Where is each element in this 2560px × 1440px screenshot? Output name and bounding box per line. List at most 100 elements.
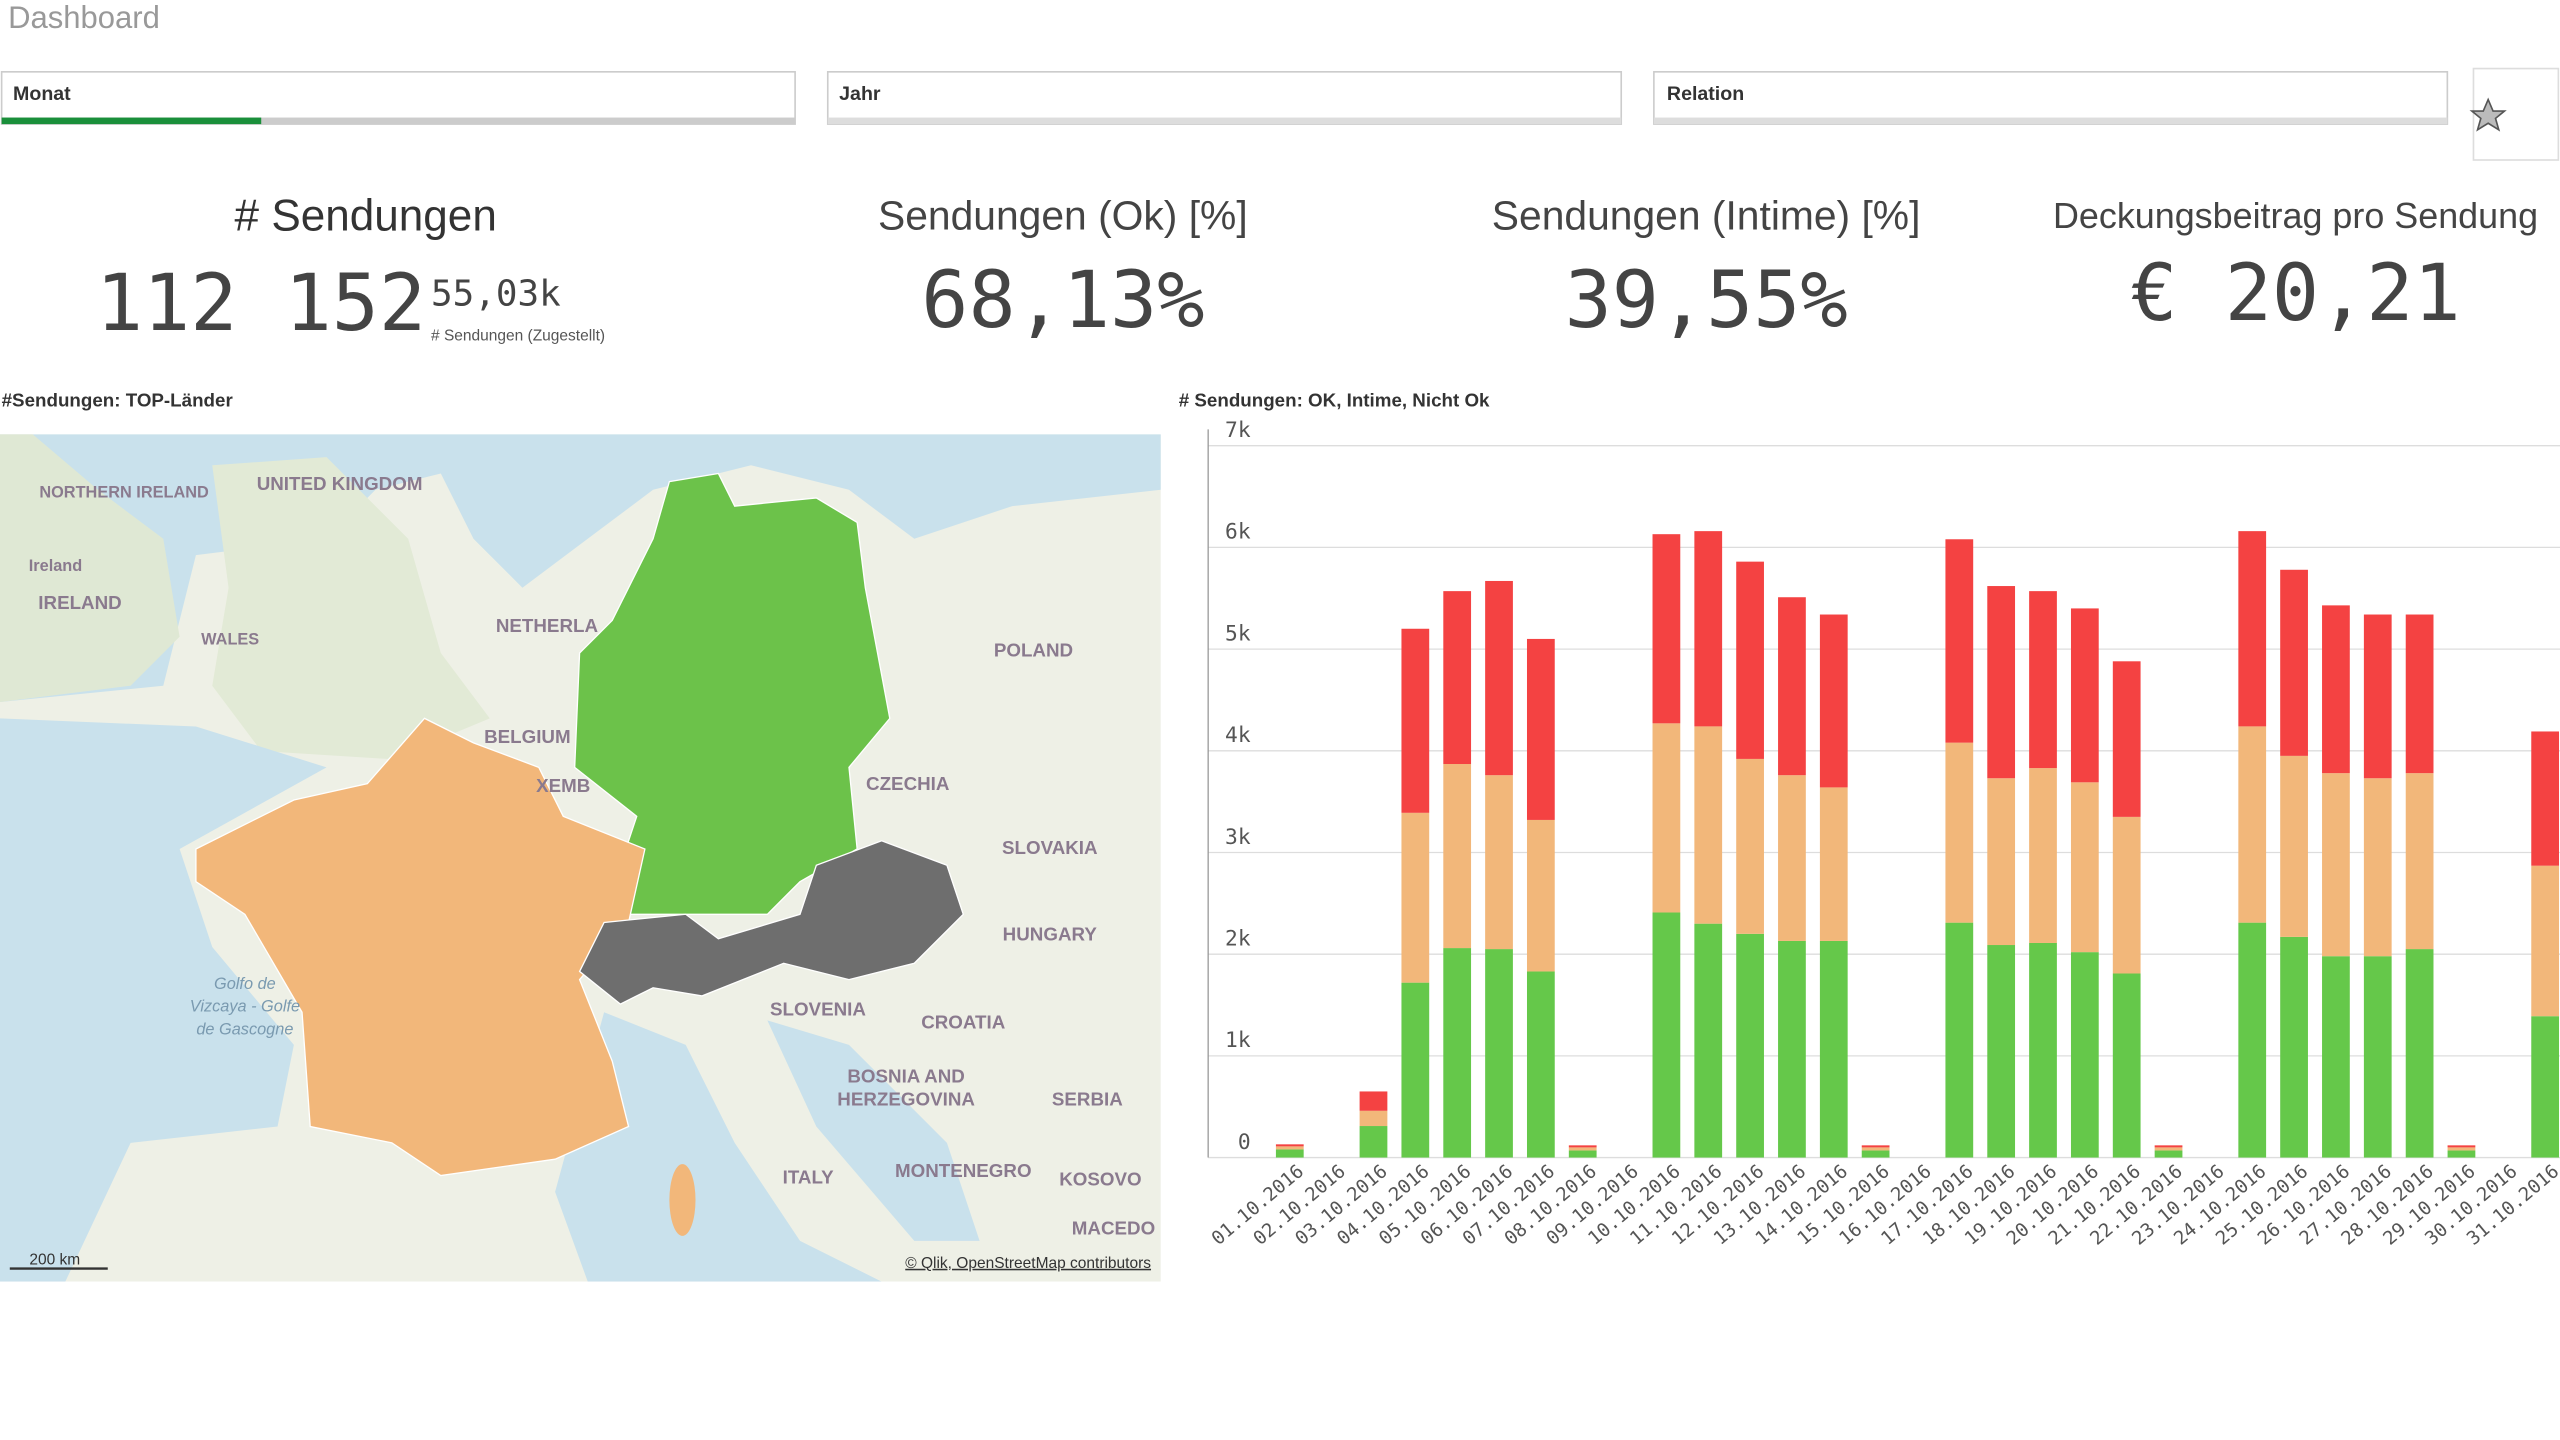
bar-segment [2405,949,2434,1158]
bar-segment [2238,922,2267,1158]
filter-label: Monat [13,83,71,105]
filter-label: Relation [1667,83,1744,105]
bar-segment [1819,614,1848,788]
bar-segment [2070,782,2099,953]
bar-segment [1485,949,1513,1158]
bar-segment [2280,755,2308,937]
bar-segment [2447,1147,2476,1151]
country-germany[interactable] [574,472,891,915]
bar-segment [1485,580,1513,776]
filter-bar: Monat Jahr Relation [0,67,2560,161]
bar-segment [1736,561,1764,759]
star-icon [2469,97,2507,132]
bar-segment [1736,758,1764,934]
filter-progress [1,117,262,125]
bar-segment [2070,952,2099,1158]
map-label: HERZEGOVINA [837,1088,975,1109]
filter-track [1653,117,2448,125]
map-label: XEMB [536,775,590,796]
y-tick-label: 2k [1225,926,1251,951]
y-tick-label: 1k [1225,1028,1251,1053]
filter-box[interactable] [1653,71,2449,125]
filter-box[interactable] [0,71,796,125]
bar-segment [1443,591,1472,765]
map-label: IRELAND [38,592,121,613]
bar-segment [2531,1016,2560,1158]
map-attribution: © Qlik, OpenStreetMap contributors [905,1255,1151,1272]
map-label: BELGIUM [484,726,571,747]
kpi-secondary: 55,03k [431,274,561,315]
map-label: WALES [201,630,259,648]
bar-segment [1694,726,1723,924]
map-label: HUNGARY [1003,923,1098,944]
bar-segment [1736,933,1764,1158]
land [212,457,490,760]
bar-segment [2322,605,2350,774]
bar-segment [1778,940,1806,1158]
bar-segment [2029,591,2057,769]
bar-segment [2405,614,2434,774]
filter-box[interactable] [826,71,1623,125]
kpi-value: 68,13% [921,255,1204,346]
country-corsica[interactable] [669,1164,696,1236]
y-tick-label: 0 [1238,1130,1251,1155]
bar-segment [1987,945,2016,1158]
kpi-secondary-label: # Sendungen (Zugestellt) [431,327,605,344]
kpi-title: Deckungsbeitrag pro Sendung [2053,195,2538,236]
bar-segment [2238,531,2267,727]
kpi-value: € 20,21 [2130,248,2460,339]
bar-segment [1443,764,1472,949]
bar-segment [2322,956,2350,1158]
map-title: #Sendungen: TOP-Länder [2,390,234,411]
bar-segment [2112,661,2141,817]
bar-segment [1401,628,1430,813]
kpi-title: Sendungen (Ok) [%] [878,193,1248,239]
bar-segment [1819,940,1848,1158]
bar-segment [1652,912,1681,1158]
map-label: Ireland [29,557,82,575]
map-label: SLOVAKIA [1002,837,1098,858]
bar-segment [1401,982,1430,1158]
bar-segment [2363,614,2392,779]
map [0,434,1161,1282]
water [767,1020,980,1241]
bar-segment [1359,1091,1388,1111]
country-france[interactable] [195,717,646,1177]
bar-segment [2531,865,2560,1017]
map-label: BOSNIA AND [847,1066,964,1087]
bar-segment [1987,586,2016,779]
country-switzerland-austria[interactable] [578,840,965,1005]
bar-segment [1861,1145,1890,1148]
bar-segment [1945,539,1974,743]
bar-segment [1526,638,1555,820]
map-label: CROATIA [921,1012,1006,1033]
bar-segment [2322,773,2350,957]
map-label: UNITED KINGDOM [257,473,423,494]
bar-segment [1568,1150,1597,1158]
bar-segment [1652,723,1681,913]
map-label: ITALY [783,1167,835,1188]
bar-segment [2112,973,2141,1158]
map-label: SLOVENIA [770,999,866,1020]
bar-segment [1568,1145,1597,1148]
y-tick-label: 7k [1225,418,1251,443]
bar-segment [1275,1149,1304,1158]
bar-segment [2531,731,2560,866]
bar-segment [1778,597,1806,776]
water [0,718,327,1282]
bar-segment [2280,569,2308,756]
bar-segment [1945,742,1974,923]
kpi-value: 112 152 [96,258,426,349]
bar-segment [2029,942,2057,1158]
page-title: Dashboard [8,0,160,35]
map-label: de Gascogne [196,1021,293,1039]
y-tick-label: 3k [1225,825,1251,850]
bar-segment [1861,1150,1890,1158]
land [0,434,180,703]
bar-segment [2447,1150,2476,1158]
filter-track [827,117,1622,125]
bar-segment [1819,787,1848,941]
bar-segment [1861,1147,1890,1151]
bar-segment [1568,1147,1597,1151]
